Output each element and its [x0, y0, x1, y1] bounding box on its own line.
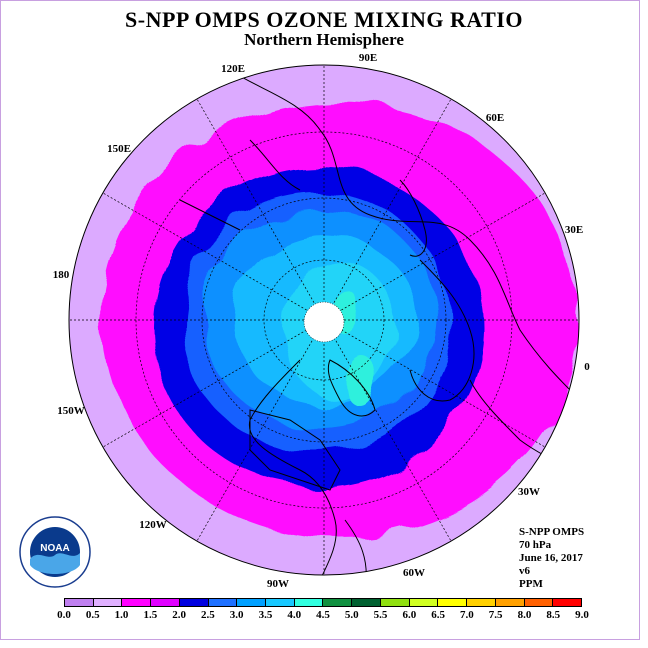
graticule — [69, 65, 579, 575]
colorbar-tick-label: 3.5 — [258, 609, 273, 621]
colorbar-tick-label: 6.0 — [402, 609, 417, 621]
lon-label-60w: 60W — [403, 567, 425, 579]
lon-label-60e: 60E — [486, 112, 504, 124]
colorbar-segment — [179, 599, 209, 606]
colorbar-segment — [380, 599, 410, 606]
colorbar-segment — [266, 599, 295, 606]
lon-label-120e: 120E — [221, 63, 245, 75]
lon-label-180: 180 — [53, 269, 70, 281]
colorbar-tick-label: 5.0 — [344, 609, 359, 621]
colorbar-segment — [237, 599, 267, 606]
colorbar-tick-label: 8.0 — [517, 609, 532, 621]
figure-frame — [0, 0, 640, 640]
colorbar-tick-label: 6.5 — [431, 609, 445, 621]
colorbar-tick-label: 1.5 — [143, 609, 158, 621]
lon-label-30w: 30W — [518, 486, 540, 498]
colorbar-segment — [65, 599, 94, 606]
lon-label-30e: 30E — [565, 224, 583, 236]
colorbar-segment — [151, 599, 180, 606]
colorbar-segment — [553, 599, 581, 606]
info-instrument: S-NPP OMPS — [519, 526, 585, 538]
colorbar-tick-label: 2.5 — [201, 609, 215, 621]
logo-text: NOAA — [40, 543, 69, 554]
map-boundary — [68, 64, 580, 576]
colorbar-segment — [122, 599, 152, 606]
colorbar-segment — [208, 599, 238, 606]
lon-label-90w: 90W — [267, 578, 289, 590]
info-units: PPM — [519, 578, 543, 590]
colorbar-segment — [495, 599, 525, 606]
noaa-logo: NOAA — [19, 516, 91, 588]
lon-label-150e: 150E — [107, 143, 131, 155]
zone-3.5-4.0 — [346, 356, 378, 408]
colorbar-tick-label: 7.0 — [460, 609, 474, 621]
colorbar-tick-label: 5.5 — [373, 609, 388, 621]
lon-label-0: 0 — [584, 361, 590, 373]
colorbar-segment — [323, 599, 353, 606]
colorbar-tick-label: 1.0 — [114, 609, 129, 621]
info-version: v6 — [519, 565, 530, 577]
colorbar-segment — [524, 599, 554, 606]
lon-label-90e: 90E — [359, 52, 377, 64]
colorbar-segment — [294, 599, 324, 606]
colorbar-tick-label: 4.0 — [287, 609, 302, 621]
colorbar-tick-label: 4.5 — [316, 609, 330, 621]
page-subtitle: Northern Hemisphere — [244, 30, 404, 49]
info-date: June 16, 2017 — [519, 552, 583, 564]
colorbar-segment — [467, 599, 496, 606]
lon-label-150w: 150W — [57, 405, 85, 417]
colorbar-segment — [352, 599, 381, 606]
page-title: S-NPP OMPS OZONE MIXING RATIO — [125, 7, 523, 32]
colorbar-tick-label: 8.5 — [546, 609, 561, 621]
colorbar — [64, 598, 582, 607]
colorbar-tick-label: 0.0 — [57, 609, 71, 621]
info-level: 70 hPa — [519, 539, 552, 551]
lon-label-120w: 120W — [139, 519, 167, 531]
colorbar-tick-label: 3.0 — [229, 609, 244, 621]
colorbar-tick-label: 9.0 — [575, 609, 589, 621]
colorbar-tick-label: 0.5 — [85, 609, 100, 621]
colorbar-tick-label: 2.0 — [172, 609, 186, 621]
info-block: S-NPP OMPS 70 hPa June 16, 2017 v6 PPM — [519, 526, 584, 591]
colorbar-segment — [409, 599, 439, 606]
colorbar-segment — [93, 599, 123, 606]
colorbar-ticks: 0.0 0.5 1.0 1.5 2.0 2.5 3.0 3.5 4.0 4.5 5.0 5.5 6.0 6… — [57, 609, 589, 623]
polar-cap-no-data — [303, 301, 345, 343]
colorbar-tick-label: 7.5 — [488, 609, 503, 621]
coastlines — [179, 69, 576, 575]
colorbar-segment — [438, 599, 468, 606]
